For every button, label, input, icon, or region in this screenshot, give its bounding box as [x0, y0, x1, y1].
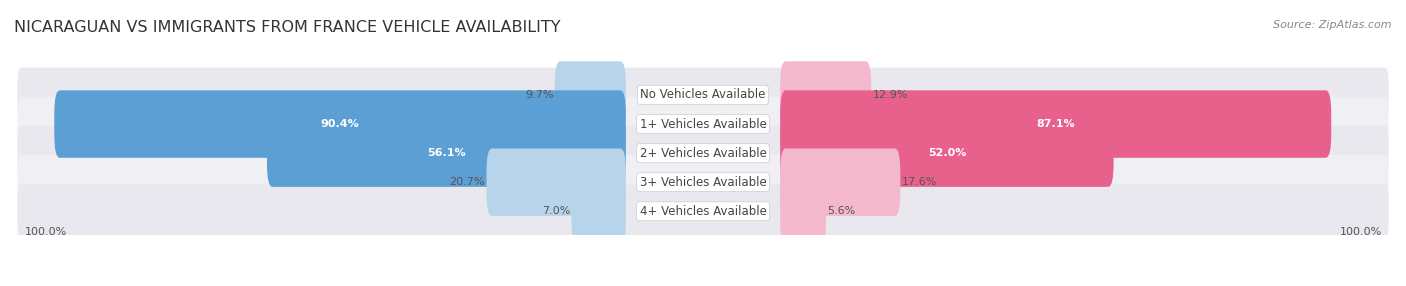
Text: 52.0%: 52.0%: [928, 148, 966, 158]
Text: 56.1%: 56.1%: [427, 148, 465, 158]
FancyBboxPatch shape: [55, 90, 626, 158]
FancyBboxPatch shape: [571, 178, 626, 245]
Text: No Vehicles Available: No Vehicles Available: [640, 88, 766, 102]
FancyBboxPatch shape: [17, 68, 1389, 122]
Text: 9.7%: 9.7%: [524, 90, 554, 100]
Text: 100.0%: 100.0%: [24, 227, 66, 237]
FancyBboxPatch shape: [267, 120, 626, 187]
FancyBboxPatch shape: [780, 61, 872, 129]
Text: 4+ Vehicles Available: 4+ Vehicles Available: [640, 205, 766, 218]
Text: 2+ Vehicles Available: 2+ Vehicles Available: [640, 147, 766, 160]
Text: 20.7%: 20.7%: [450, 177, 485, 187]
Text: 5.6%: 5.6%: [827, 206, 855, 216]
FancyBboxPatch shape: [780, 148, 900, 216]
Text: 3+ Vehicles Available: 3+ Vehicles Available: [640, 176, 766, 189]
FancyBboxPatch shape: [486, 148, 626, 216]
Text: Source: ZipAtlas.com: Source: ZipAtlas.com: [1274, 20, 1392, 30]
Text: 7.0%: 7.0%: [541, 206, 569, 216]
Text: 87.1%: 87.1%: [1036, 119, 1076, 129]
Text: 12.9%: 12.9%: [873, 90, 908, 100]
Text: NICARAGUAN VS IMMIGRANTS FROM FRANCE VEHICLE AVAILABILITY: NICARAGUAN VS IMMIGRANTS FROM FRANCE VEH…: [14, 20, 561, 35]
FancyBboxPatch shape: [780, 178, 825, 245]
Text: 17.6%: 17.6%: [901, 177, 936, 187]
Text: 100.0%: 100.0%: [1340, 227, 1382, 237]
FancyBboxPatch shape: [17, 184, 1389, 239]
FancyBboxPatch shape: [17, 126, 1389, 180]
FancyBboxPatch shape: [780, 120, 1114, 187]
FancyBboxPatch shape: [780, 90, 1331, 158]
FancyBboxPatch shape: [17, 155, 1389, 210]
FancyBboxPatch shape: [17, 97, 1389, 151]
Text: 90.4%: 90.4%: [321, 119, 360, 129]
Text: 1+ Vehicles Available: 1+ Vehicles Available: [640, 118, 766, 130]
FancyBboxPatch shape: [555, 61, 626, 129]
